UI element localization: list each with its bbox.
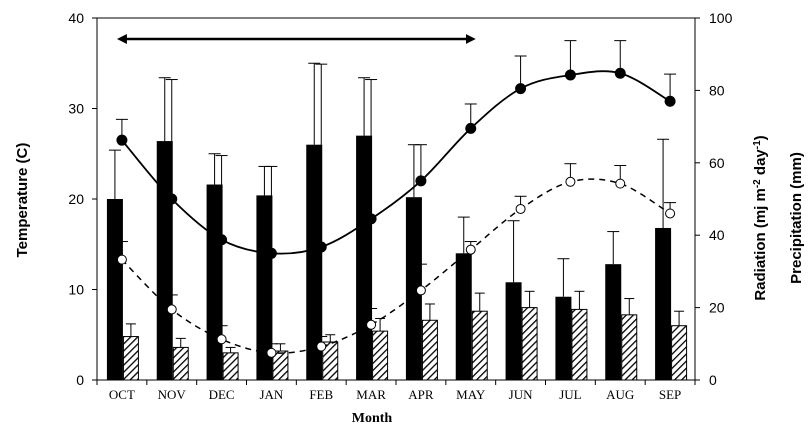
axes-group: 0 10 20 30 40 0 20 40 60 80 100 OCT NOV DEC JAN FEB MAR A… [68,10,732,402]
bar-solid-may [455,253,472,380]
bar-solid-oct [106,199,123,380]
bar-solid-aug [605,264,622,380]
line-dashed-point-mar [366,319,377,330]
right-axis-title-superscript: -1 [752,140,763,149]
line-dashed-point-aug [615,178,626,189]
x-tick-label-jun: JUN [509,387,533,402]
right-axis-title-precipitation: Precipitation (mm) [788,152,805,284]
line-dashed-point-apr [415,285,426,296]
x-tick-label-nov: NOV [158,387,187,402]
x-tick-label-jan: JAN [259,387,283,402]
x-tick-label-mar: MAR [356,387,386,402]
line-solid-point-nov [166,193,178,205]
bar-hatched-may [471,310,488,381]
x-tick-label-dec: DEC [209,387,235,402]
x-axis-title: Month [352,411,393,426]
right-axis-title-part: ) [752,135,769,140]
bar-solid-dec [206,184,223,380]
x-tick-label-sep: SEP [659,387,681,402]
left-tick-label-40: 40 [68,10,84,26]
bar-solid-jul [555,296,572,380]
left-tick-label-0: 0 [76,372,84,388]
line-solid-point-may [465,122,477,134]
line-solid-point-dec [216,234,228,246]
left-tick-label-20: 20 [68,191,84,207]
x-tick-label-oct: OCT [109,387,135,402]
right-tick-label-0: 0 [709,372,717,388]
bar-hatched-oct [122,336,139,381]
right-axis-title-part: day [752,149,769,180]
line-dashed-point-jan [266,347,277,358]
bar-solid-nov [156,141,173,380]
line-solid-point-mar [365,213,377,225]
bar-solid-feb [306,144,323,380]
bar-hatched-nov [172,346,189,381]
line-dashed-point-may [465,244,476,255]
bar-hatched-aug [621,314,638,381]
line-solid-point-apr [415,175,427,187]
line-dashed-point-nov [166,304,177,315]
line-dashed-path [121,178,671,354]
bar-solid-apr [405,197,422,380]
right-tick-label-40: 40 [709,227,725,243]
x-tick-label-may: MAY [456,387,486,402]
bar-solid-jun [505,282,522,380]
line-solid-path [121,70,671,255]
line-dashed-point-sep [665,208,676,219]
bar-hatched-dec [222,352,239,381]
line-solid-point-jul [564,69,576,81]
bar-hatched-jun [521,307,538,381]
right-tick-label-60: 60 [709,155,725,171]
x-tick-label-feb: FEB [309,387,333,402]
bar-solid-sep [655,227,672,380]
right-axis-title-radiation: Radiation (mj m-2 day-1) [752,135,770,300]
right-tick-label-100: 100 [709,10,733,26]
x-tick-label-aug: AUG [606,387,634,402]
lines-group [115,40,677,358]
bar-hatched-sep [671,325,688,381]
bar-solid-jan [256,195,273,380]
line-dashed-point-feb [316,341,327,352]
line-solid-point-oct [116,134,128,146]
right-axis-title-superscript: -2 [752,179,763,188]
x-tick-label-jul: JUL [559,387,581,402]
bar-hatched-apr [421,319,438,381]
line-dashed-point-jul [565,176,576,187]
line-solid-point-feb [315,241,327,253]
left-tick-label-30: 30 [68,101,84,117]
bars-group [106,62,688,381]
line-solid-point-aug [614,67,626,79]
left-axis-title: Temperature (C) [14,143,31,258]
left-tick-label-10: 10 [68,282,84,298]
bar-solid-mar [356,135,373,380]
bar-hatched-jul [571,308,588,381]
line-dashed-point-jun [515,203,526,214]
bar-hatched-mar [372,330,389,381]
line-solid-point-jan [265,247,277,259]
right-axis-title-part: Radiation (mj m [752,188,769,301]
right-tick-label-80: 80 [709,82,725,98]
x-tick-label-apr: APR [408,387,434,402]
line-dashed-point-oct [116,254,127,265]
line-solid-point-sep [664,95,676,107]
right-tick-label-20: 20 [709,300,725,316]
line-solid-point-jun [515,83,527,95]
line-dashed-point-dec [216,334,227,345]
